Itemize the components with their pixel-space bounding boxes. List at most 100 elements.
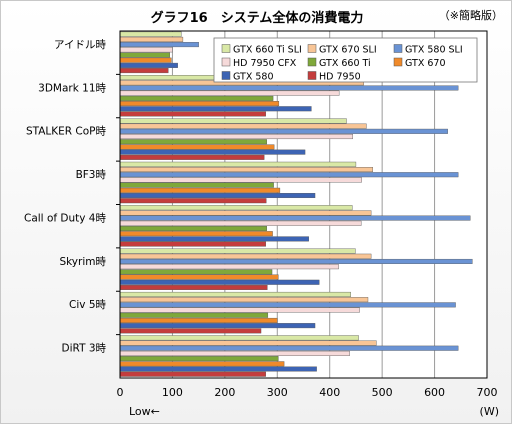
chart-title: グラフ16 システム全体の消費電力 — [150, 11, 364, 26]
bar — [119, 198, 267, 204]
legend-label: GTX 580 SLI — [405, 45, 463, 56]
bar — [119, 123, 367, 129]
bar — [119, 106, 312, 112]
bar — [119, 302, 456, 308]
legend-label: GTX 670 — [405, 58, 446, 69]
bar — [119, 328, 262, 334]
y-category-label: Call of Duty 4時 — [24, 212, 106, 224]
bar — [119, 172, 459, 178]
x-tick-label: 600 — [424, 386, 445, 399]
legend-swatch — [221, 71, 231, 80]
y-category-label: STALKER CoP時 — [26, 126, 107, 138]
bar — [119, 307, 360, 313]
x-tick-label: 400 — [319, 386, 340, 399]
x-tick-label: 300 — [267, 386, 288, 399]
x-tick-label: 0 — [117, 386, 124, 399]
bar — [119, 361, 285, 367]
bar — [119, 205, 353, 211]
y-category-label: 3DMark 11時 — [38, 82, 106, 94]
legend-swatch — [307, 71, 317, 80]
bar — [119, 323, 316, 329]
bar — [119, 149, 306, 155]
bar — [119, 371, 266, 377]
bar — [119, 62, 178, 68]
chart-note: （※簡略版） — [438, 9, 503, 22]
legend-swatch — [221, 44, 231, 53]
bar — [119, 317, 278, 323]
bar — [119, 161, 357, 167]
bar — [119, 57, 172, 63]
bar — [119, 335, 359, 341]
y-category-label: Civ 5時 — [69, 299, 106, 311]
bar — [119, 139, 268, 145]
bar — [119, 154, 265, 160]
y-category-label: アイドル時 — [54, 39, 106, 51]
bar — [119, 31, 182, 37]
x-tick-label: 100 — [162, 386, 183, 399]
bar — [119, 225, 268, 231]
legend-label: HD 7950 — [319, 72, 361, 83]
bar — [119, 144, 275, 150]
bar — [119, 350, 350, 356]
bar — [119, 241, 266, 247]
bar — [119, 95, 274, 101]
bar — [119, 182, 274, 188]
bar — [119, 297, 369, 303]
bar — [119, 258, 473, 264]
x-tick-label: 700 — [477, 386, 498, 399]
bar — [119, 134, 353, 140]
x-tick-label: 500 — [372, 386, 393, 399]
bar — [119, 284, 268, 290]
bar — [119, 340, 377, 346]
legend-label: GTX 670 SLI — [319, 45, 377, 56]
legend-label: GTX 660 Ti — [319, 58, 371, 69]
bar — [119, 36, 184, 42]
unit-label: (W) — [480, 405, 499, 418]
plot-border — [119, 30, 488, 379]
bar — [119, 253, 372, 259]
legend-swatch — [307, 57, 317, 67]
bar — [119, 248, 356, 254]
bar — [119, 52, 171, 58]
x-note-label: Low← — [129, 405, 160, 418]
bar — [119, 210, 372, 216]
bar — [119, 42, 199, 48]
bar — [119, 90, 340, 96]
bar — [119, 215, 471, 221]
y-category-label: Skyrim時 — [59, 256, 106, 268]
bar — [119, 101, 280, 107]
bar — [119, 177, 362, 183]
bar — [119, 345, 459, 351]
bar — [119, 312, 269, 318]
bar — [119, 356, 279, 362]
bar — [119, 236, 309, 242]
bar — [119, 118, 347, 124]
legend-swatch — [221, 57, 231, 67]
bar — [119, 193, 316, 199]
bar — [119, 68, 169, 74]
legend-label: GTX 660 Ti SLI — [233, 45, 302, 56]
bar — [119, 111, 266, 117]
bar — [119, 291, 351, 297]
legend-label: HD 7950 CFX — [233, 58, 297, 69]
bar — [119, 220, 362, 226]
legend-box — [213, 37, 478, 83]
x-tick-label: 200 — [214, 386, 235, 399]
bar — [119, 279, 320, 285]
legend-swatch — [307, 44, 317, 53]
bar — [119, 264, 339, 270]
bar — [119, 269, 273, 275]
bar — [119, 85, 459, 91]
bar — [119, 274, 279, 280]
y-category-label: BF3時 — [76, 169, 107, 181]
bar — [119, 128, 448, 134]
bar — [119, 366, 317, 372]
bar — [119, 187, 281, 193]
bar — [119, 167, 373, 173]
legend-label: GTX 580 — [233, 72, 274, 83]
legend-swatch — [393, 57, 403, 67]
bar — [119, 47, 173, 53]
y-category-label: DiRT 3時 — [62, 343, 107, 355]
